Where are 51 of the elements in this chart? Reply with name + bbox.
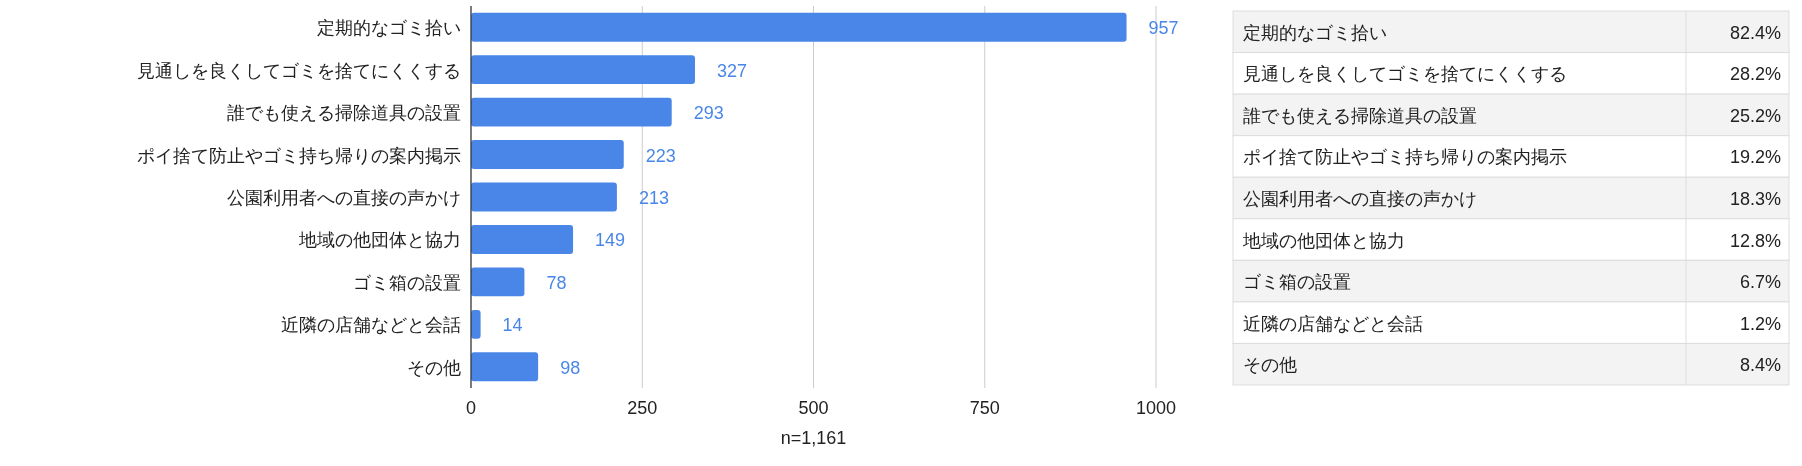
data-label: 149: [595, 230, 626, 251]
text: 6.7%: [1739, 272, 1781, 293]
y-tick-label: 見通しを良くしてゴミを捨てにくくする: [137, 60, 461, 81]
text: 12.8%: [1729, 230, 1781, 251]
y-tick-label: 近隣の店舗などと会話: [281, 315, 461, 336]
y-tick-label: ポイ捨て防止やゴミ持ち帰りの案内掲示: [137, 145, 461, 166]
bar: [471, 352, 539, 382]
x-tick-label: 0: [465, 398, 477, 418]
text: 19.2%: [1729, 147, 1781, 168]
text: 18.3%: [1729, 189, 1781, 209]
data-label: 213: [638, 188, 669, 208]
data-label: 78: [546, 272, 567, 293]
bar: [471, 97, 672, 127]
text: 8.4%: [1739, 355, 1781, 376]
category-label: ポイ捨て防止やゴミ持ち帰りの案内掲示: [1243, 147, 1567, 168]
category-label: 公園利用者への直接の声かけ: [1243, 189, 1477, 209]
data-label: 957: [1148, 18, 1179, 39]
data-label: 293: [693, 103, 724, 124]
data-label: 14: [502, 315, 523, 336]
x-tick-label: 250: [627, 398, 658, 418]
bar: [471, 12, 1127, 42]
bar: [471, 225, 574, 254]
y-tick-label: 地域の他団体と協力: [298, 230, 461, 251]
x-tick-label: 750: [969, 398, 1000, 418]
category-label: 見通しを良くしてゴミを捨てにくくする: [1243, 64, 1567, 85]
y-tick-label: その他: [407, 357, 461, 378]
x-axis-title: n=1,161: [780, 428, 847, 448]
category-label: 地域の他団体と協力: [1242, 230, 1405, 251]
data-label: 223: [645, 145, 676, 166]
category-label: ゴミ箱の設置: [1243, 272, 1351, 293]
category-label: 近隣の店舗などと会話: [1243, 313, 1423, 334]
bar: [471, 309, 481, 339]
text: 25.2%: [1729, 105, 1781, 126]
category-label: 定期的なゴミ拾い: [1243, 22, 1387, 43]
data-label: 98: [560, 357, 581, 378]
bar: [471, 55, 695, 85]
x-tick-label: 1000: [1135, 398, 1177, 418]
text: 1.2%: [1739, 313, 1781, 334]
y-tick-label: 誰でも使える掃除道具の設置: [227, 103, 461, 124]
bar: [471, 140, 624, 169]
y-tick-label: 定期的なゴミ拾い: [317, 18, 461, 39]
bar: [471, 267, 525, 297]
category-label: その他: [1243, 355, 1297, 376]
y-tick-label: ゴミ箱の設置: [353, 272, 461, 293]
text: 82.4%: [1729, 22, 1781, 43]
category-label: 誰でも使える掃除道具の設置: [1243, 105, 1477, 126]
y-tick-label: 公園利用者への直接の声かけ: [227, 188, 461, 208]
bar: [471, 182, 617, 212]
x-tick-label: 500: [798, 398, 829, 418]
data-label: 327: [716, 60, 748, 81]
text: 28.2%: [1729, 64, 1781, 85]
